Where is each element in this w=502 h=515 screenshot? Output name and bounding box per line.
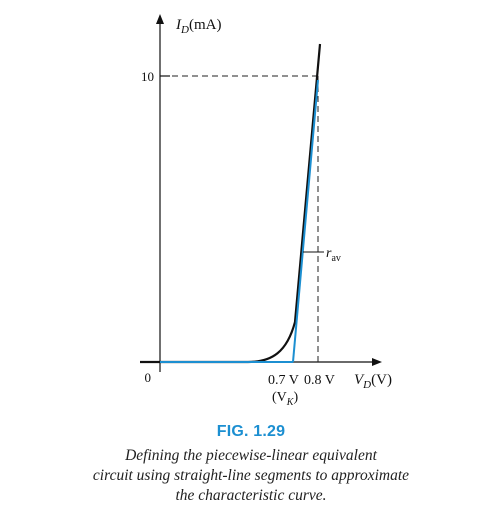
- x-axis-arrow-icon: [372, 358, 382, 366]
- characteristic-curve: [140, 43, 322, 364]
- x-tick-label-0-7: 0.7 V: [268, 373, 299, 388]
- y-axis-label: ID(mA): [175, 17, 221, 36]
- x-tick-label-0-8: 0.8 V: [304, 373, 335, 388]
- y-tick-label-10: 10: [141, 69, 154, 84]
- rav-label: rav: [326, 246, 341, 264]
- figure-number: FIG. 1.29: [216, 423, 286, 440]
- origin-label: 0: [145, 370, 152, 385]
- caption-line-1: Defining the piecewise-linear equivalent: [125, 447, 377, 464]
- approximation-sloped-segment: [292, 79, 319, 363]
- caption-line-3: the characteristic curve.: [175, 487, 327, 504]
- x-axis-label: VD(V): [354, 372, 392, 391]
- caption-line-2: circuit using straight-line segments to …: [92, 467, 410, 484]
- knee-voltage-label: (VK): [272, 390, 298, 408]
- figure-caption: Defining the piecewise-linear equivalent…: [0, 446, 502, 506]
- y-axis-arrow-icon: [156, 14, 164, 24]
